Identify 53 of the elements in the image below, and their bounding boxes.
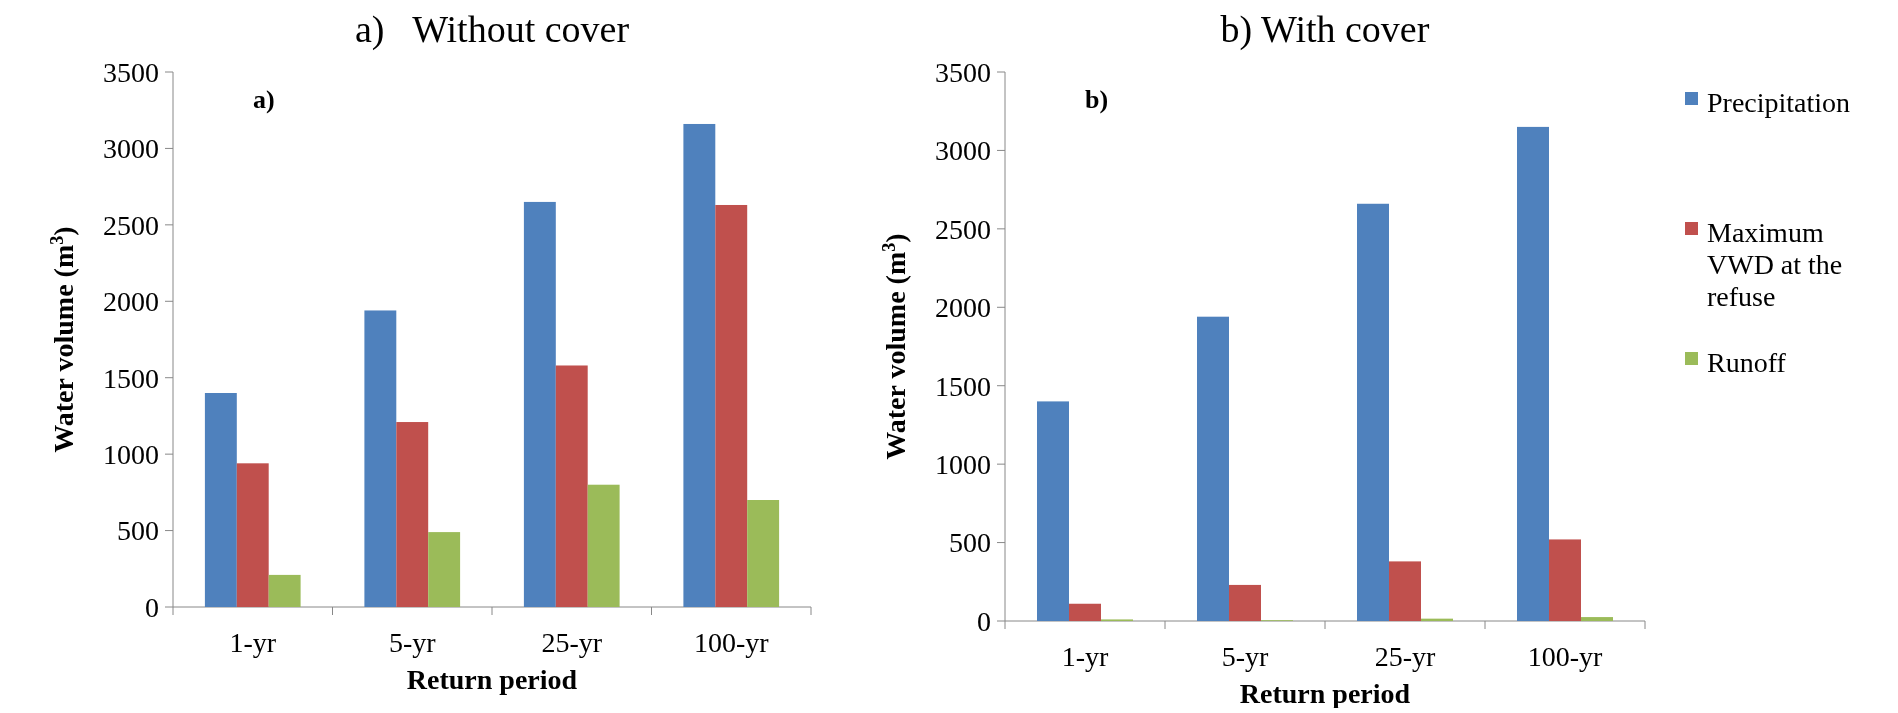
bar	[396, 422, 429, 607]
legend-label: Runoff	[1707, 346, 1787, 378]
bar	[1581, 617, 1613, 621]
y-tick-label: 1500	[103, 362, 159, 394]
bar	[1517, 126, 1549, 621]
bar	[1069, 603, 1101, 621]
y-tick-label: 1000	[103, 438, 159, 470]
bar	[428, 532, 461, 607]
bar	[236, 463, 269, 607]
bar	[1037, 401, 1069, 621]
y-tick-label: 2000	[103, 286, 159, 318]
x-tick-label: 25-yr	[1374, 641, 1436, 672]
x-tick-label: 5-yr	[1221, 641, 1269, 672]
bar	[364, 310, 397, 607]
bar	[204, 393, 237, 607]
bar	[555, 365, 588, 607]
bar	[1389, 561, 1421, 621]
annotation: b)	[1085, 85, 1109, 114]
bar	[1357, 203, 1389, 621]
y-tick-label: 500	[117, 515, 159, 547]
legend-label: Precipitation	[1707, 86, 1851, 118]
x-tick-label: 100-yr	[1527, 641, 1603, 672]
chart-title: a) Without cover	[354, 8, 630, 51]
x-tick-label: 5-yr	[388, 627, 437, 658]
y-tick-label: 3000	[935, 135, 991, 167]
y-tick-label: 3500	[935, 56, 991, 88]
y-tick-label: 1000	[935, 448, 991, 480]
annotation: a)	[253, 85, 275, 114]
bar	[1549, 539, 1581, 621]
chart-title: b) With cover	[1220, 8, 1430, 51]
bar	[747, 500, 780, 607]
y-tick-label: 3000	[103, 133, 159, 165]
y-tick-label: 2500	[935, 213, 991, 245]
y-tick-label: 3500	[103, 56, 159, 88]
x-tick-label: 1-yr	[229, 627, 277, 658]
x-axis-title: Return period	[406, 664, 578, 695]
x-tick-label: 1-yr	[1061, 641, 1109, 672]
y-tick-label: 1500	[935, 370, 991, 402]
y-tick-label: 500	[949, 527, 991, 559]
y-tick-label: 2000	[935, 292, 991, 324]
y-tick-label: 0	[145, 591, 159, 623]
x-tick-label: 25-yr	[541, 627, 603, 658]
bar	[715, 204, 748, 607]
bar	[1229, 584, 1261, 621]
bar	[523, 201, 556, 607]
y-tick-label: 2500	[103, 209, 159, 241]
bar	[268, 574, 301, 607]
bar	[587, 484, 620, 607]
x-tick-label: 100-yr	[693, 627, 770, 658]
legend-label: Maximum VWD at the refuse	[1707, 216, 1843, 313]
y-tick-label: 0	[977, 605, 991, 637]
bar	[1197, 316, 1229, 621]
bar	[683, 123, 716, 607]
